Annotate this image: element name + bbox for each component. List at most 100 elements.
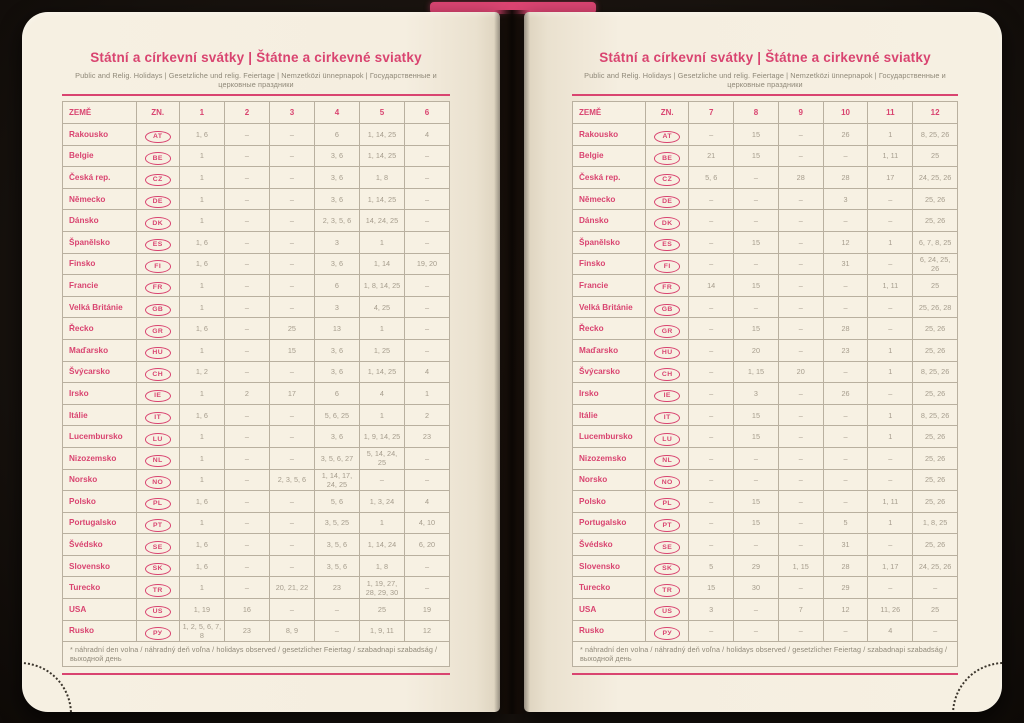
holiday-days-cell: 1, 2 — [178, 360, 225, 384]
col-header-code: ZN. — [645, 101, 690, 124]
country-code-cell: IT — [135, 403, 180, 427]
country-code-cell: GB — [135, 295, 180, 319]
col-header-month-9: 9 — [777, 101, 824, 124]
holiday-days-cell: 26 — [822, 123, 869, 146]
holiday-days-cell: 3, 6 — [313, 425, 360, 448]
top-rule — [62, 94, 450, 96]
holiday-days-cell: – — [403, 187, 451, 211]
holiday-days-cell: 5, 6, 25 — [313, 403, 360, 427]
holiday-days-cell: – — [403, 144, 451, 168]
country-code-badge: ES — [144, 238, 171, 252]
country-name: Polsko — [571, 490, 647, 513]
holiday-days-cell: – — [268, 446, 315, 470]
holiday-days-cell: 15 — [733, 425, 779, 448]
holiday-days-cell: – — [688, 490, 735, 513]
table-row-HU: Maďarsko HU –20–23 1 25, 26 — [571, 338, 958, 362]
table-row-PT: Portugalsko PT 1– –3, 5, 25 1 4, 10 — [62, 511, 451, 535]
holiday-days-cell: – — [688, 382, 735, 405]
table-row-IE: Irsko IE –3–26–25, 26 — [571, 382, 958, 405]
holiday-days-cell: – — [777, 338, 824, 362]
country-code-badge: SE — [144, 541, 171, 554]
holiday-days-cell: – — [777, 382, 824, 405]
country-name: Švýcarsko — [62, 360, 137, 384]
holiday-days-cell: – — [688, 425, 735, 448]
country-code-badge: CZ — [144, 173, 171, 187]
holiday-days-cell: – — [223, 554, 270, 578]
holiday-days-cell: – — [777, 274, 824, 297]
table-row-CH: Švýcarsko CH 1, 2– –3, 6 1, 14, 25 4 — [62, 360, 451, 384]
country-code-badge: NO — [654, 476, 681, 489]
country-name: Švédsko — [571, 533, 647, 556]
holiday-days-cell: 25, 26 — [912, 425, 958, 448]
holiday-days-cell: – — [777, 533, 824, 556]
holiday-days-cell: 1, 8, 14, 25 — [358, 274, 405, 297]
holiday-days-cell: 1, 14, 25 — [358, 360, 405, 384]
holiday-days-cell: 29 — [733, 554, 779, 578]
holiday-days-cell: – — [223, 252, 270, 276]
holiday-days-cell: 15 — [733, 317, 779, 340]
holidays-table-months-7-12: ZEMĚ ZN. 7 8 9 10 11 12 Rakousko AT –15–26 1 8, 25, … — [571, 101, 958, 668]
holiday-days-cell: 24, 25, 26 — [912, 166, 958, 189]
holiday-days-cell: 1 — [403, 382, 451, 405]
holiday-days-cell: 28 — [777, 166, 824, 189]
country-code-badge: GR — [654, 325, 681, 338]
country-name: Maďarsko — [62, 338, 137, 362]
holiday-days-cell: 3, 5, 6 — [313, 554, 360, 578]
country-code-badge: DK — [654, 217, 681, 230]
holiday-days-cell: 1, 6 — [178, 230, 225, 254]
holiday-days-cell: – — [268, 511, 315, 535]
country-name: Slovensko — [62, 554, 137, 578]
country-name: Rusko — [62, 619, 137, 643]
holiday-days-cell: 2 — [403, 403, 451, 427]
table-row-IE: Irsko IE 1 2 17 6 4 1 — [62, 382, 451, 405]
country-code-cell: FI — [135, 252, 180, 276]
page-subtitle: Public and Relig. Holidays | Gesetzliche… — [584, 71, 946, 89]
col-header-month-12: 12 — [912, 101, 958, 124]
holiday-days-cell: – — [688, 619, 735, 643]
holiday-days-cell: – — [268, 209, 315, 232]
holiday-days-cell: 26 — [822, 382, 869, 405]
holiday-days-cell: 1 — [178, 187, 225, 211]
country-code-badge: CH — [144, 368, 171, 381]
country-code-cell: DK — [645, 209, 690, 232]
holiday-days-cell: 15 — [688, 576, 735, 600]
holiday-days-cell: – — [223, 533, 270, 556]
holiday-days-cell: 25, 26 — [912, 490, 958, 513]
holiday-days-cell: – — [733, 619, 779, 643]
holiday-days-cell: – — [403, 166, 451, 189]
holiday-days-cell: 15 — [733, 230, 779, 254]
holiday-days-cell: – — [313, 619, 360, 643]
holiday-days-cell: – — [688, 511, 735, 535]
bottom-rule — [572, 673, 958, 676]
holiday-days-cell: – — [268, 598, 315, 621]
country-code-badge: US — [654, 605, 681, 619]
table-row-HU: Maďarsko HU 1–15 3, 6 1, 25– — [62, 338, 451, 362]
country-name: Finsko — [571, 252, 647, 276]
table-row-FI: Finsko FI 1, 6– –3, 6 1, 14 19, 20 — [62, 252, 451, 276]
holiday-days-cell: – — [268, 533, 315, 556]
country-code-cell: BE — [135, 144, 180, 168]
country-code-badge: PT — [144, 519, 171, 532]
country-code-badge: CH — [654, 368, 681, 381]
holiday-days-cell: 1 — [867, 403, 914, 427]
holiday-days-cell: – — [223, 166, 270, 189]
table-row-US: USA US 1, 19 16– –25 19 — [62, 598, 451, 621]
holiday-days-cell: 1, 3, 24 — [358, 490, 405, 513]
country-code-cell: PT — [135, 511, 180, 535]
country-name: Francie — [62, 274, 137, 297]
holiday-days-cell: – — [223, 425, 270, 448]
country-name: Finsko — [62, 252, 137, 276]
holiday-days-cell: – — [268, 403, 315, 427]
holiday-days-cell: 13 — [313, 317, 360, 340]
holiday-days-cell: 25, 26 — [912, 317, 958, 340]
holiday-days-cell: – — [822, 360, 869, 384]
holiday-days-cell: – — [223, 446, 270, 470]
holiday-days-cell: 4 — [403, 490, 451, 513]
holiday-days-cell: 1, 11 — [867, 144, 914, 168]
holiday-days-cell: – — [268, 274, 315, 297]
holiday-days-cell: – — [822, 403, 869, 427]
country-name: Portugalsko — [62, 511, 137, 535]
holiday-days-cell: 8, 25, 26 — [912, 123, 958, 146]
col-header-code: ZN. — [135, 101, 180, 124]
holiday-days-cell: – — [268, 425, 315, 448]
